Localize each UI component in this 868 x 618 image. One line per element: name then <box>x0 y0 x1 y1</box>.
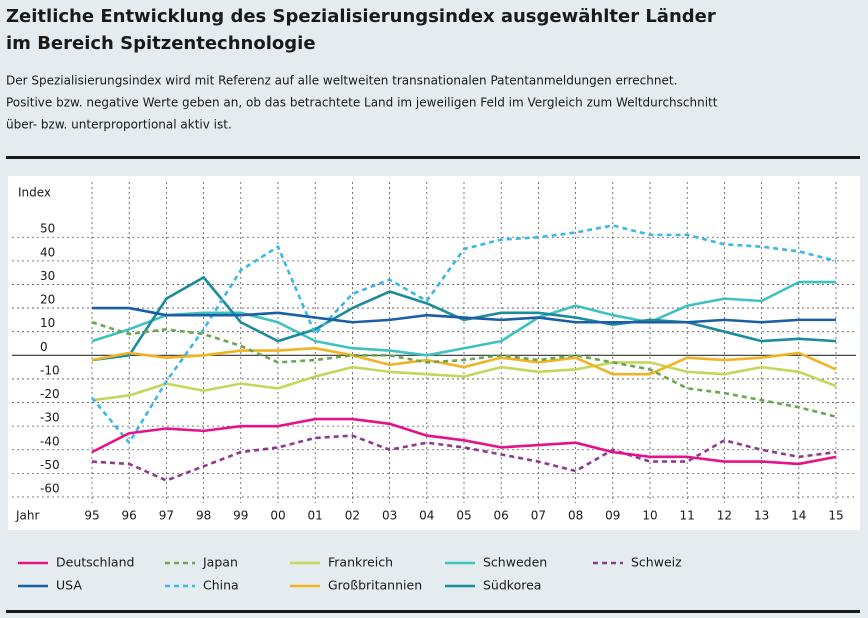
legend-label: Schweiz <box>631 555 682 570</box>
series-line <box>91 346 837 376</box>
legend-label: Deutschland <box>56 555 134 570</box>
x-tick-label: 97 <box>159 509 174 523</box>
y-tick-label: -10 <box>40 363 60 377</box>
y-tick-label: -60 <box>40 482 60 496</box>
y-tick-label: -20 <box>40 387 60 401</box>
x-tick-label: 11 <box>680 509 695 523</box>
x-tick-label: 05 <box>456 509 471 523</box>
x-tick-label: 98 <box>196 509 211 523</box>
legend-label: Großbritannien <box>328 578 422 593</box>
subtitle-line: Positive bzw. negative Werte geben an, o… <box>6 96 718 110</box>
legend-label: Schweden <box>483 555 547 570</box>
x-tick-label: 10 <box>642 509 657 523</box>
legend-label: Japan <box>202 555 238 570</box>
x-tick-label: 01 <box>308 509 323 523</box>
x-tick-label: 14 <box>791 509 806 523</box>
x-axis-label: Jahr <box>15 509 39 523</box>
x-tick-label: 09 <box>605 509 620 523</box>
x-tick-label: 13 <box>754 509 769 523</box>
x-tick-label: 96 <box>122 509 137 523</box>
legend-label: USA <box>56 578 82 593</box>
legend-label: China <box>203 578 239 593</box>
y-tick-label: 20 <box>40 293 55 307</box>
x-tick-label: 04 <box>419 509 434 523</box>
legend-label: Frankreich <box>328 555 393 570</box>
y-tick-label: 50 <box>40 222 55 236</box>
series-line <box>91 276 837 362</box>
y-axis-label: Index <box>18 186 51 200</box>
series-line <box>91 280 836 357</box>
x-tick-label: 07 <box>531 509 546 523</box>
legend-label: Südkorea <box>483 578 541 593</box>
x-tick-label: 06 <box>494 509 509 523</box>
x-tick-label: 15 <box>828 509 843 523</box>
subtitle-line: über- bzw. unterproportional aktiv ist. <box>6 118 232 132</box>
y-tick-label: 30 <box>40 269 55 283</box>
subtitle-line: Der Spezialisierungsindex wird mit Refer… <box>6 74 677 88</box>
x-tick-label: 12 <box>717 509 732 523</box>
title-line: im Bereich Spitzentechnologie <box>6 33 316 54</box>
y-tick-label: 10 <box>40 316 55 330</box>
series-line <box>91 321 837 418</box>
x-tick-label: 03 <box>382 509 397 523</box>
title-line: Zeitliche Entwicklung des Spezialisierun… <box>6 6 716 27</box>
x-tick-label: 99 <box>233 509 248 523</box>
x-tick-label: 00 <box>270 509 285 523</box>
x-tick-label: 08 <box>568 509 583 523</box>
x-tick-label: 95 <box>84 509 99 523</box>
y-tick-label: -50 <box>40 458 60 472</box>
series-line <box>90 224 837 444</box>
y-tick-label: -40 <box>40 434 60 448</box>
rule <box>6 610 860 613</box>
series-line <box>91 361 837 402</box>
series-line <box>91 417 837 466</box>
rule <box>6 156 860 159</box>
y-tick-label: -30 <box>40 411 60 425</box>
series-line <box>92 306 836 324</box>
y-tick-label: 0 <box>40 340 48 354</box>
x-tick-label: 02 <box>345 509 360 523</box>
y-tick-label: 40 <box>40 245 55 259</box>
